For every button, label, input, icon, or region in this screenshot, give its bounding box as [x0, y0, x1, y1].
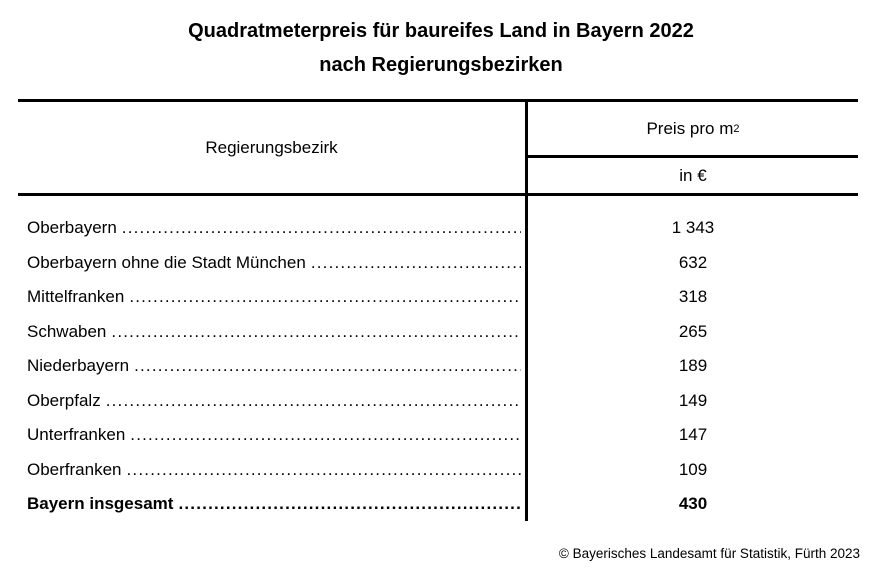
- row-label: Oberbayern: [27, 218, 117, 238]
- dot-leader: [127, 460, 522, 480]
- page-title: Quadratmeterpreis für baureifes Land in …: [0, 14, 882, 82]
- table-row: Oberbayern 1 343: [18, 211, 858, 246]
- row-label: Oberpfalz: [27, 390, 101, 410]
- column-subheader-unit: in €: [679, 165, 707, 185]
- table-row: Niederbayern 189: [18, 349, 858, 384]
- row-label: Oberfranken: [27, 459, 122, 479]
- row-label: Oberbayern ohne die Stadt München: [27, 252, 306, 272]
- row-value: 632: [678, 252, 708, 272]
- column-header-regierungsbezirk: Regierungsbezirk: [18, 102, 528, 193]
- table-row-total: Bayern insgesamt 430: [18, 487, 858, 522]
- column-divider-line: [525, 196, 528, 521]
- table-body: Oberbayern 1 343 Oberbayern ohne die Sta…: [18, 196, 858, 521]
- row-value: 430: [678, 494, 708, 514]
- dot-leader: [311, 253, 521, 273]
- dot-leader: [130, 425, 521, 445]
- row-label: Niederbayern: [27, 356, 130, 376]
- dot-leader: [129, 287, 521, 307]
- row-value: 189: [678, 356, 708, 376]
- copyright-notice: © Bayerisches Landesamt für Statistik, F…: [558, 546, 860, 561]
- row-value: 1 343: [671, 218, 715, 238]
- table-row: Oberbayern ohne die Stadt München 632: [18, 246, 858, 281]
- row-label: Unterfranken: [27, 425, 126, 445]
- row-label: Schwaben: [27, 321, 107, 341]
- row-value: 265: [678, 321, 708, 341]
- table-row: Oberfranken 109: [18, 453, 858, 488]
- dot-leader: [106, 391, 521, 411]
- dot-leader: [134, 356, 521, 376]
- table-row: Schwaben 265: [18, 315, 858, 350]
- dot-leader: [178, 494, 521, 514]
- page-title-line2: nach Regierungsbezirken: [319, 54, 563, 76]
- preis-header-text: Preis pro m: [646, 118, 734, 138]
- row-value: 109: [678, 459, 708, 479]
- row-label: Mittelfranken: [27, 287, 125, 307]
- dot-leader: [111, 322, 521, 342]
- row-label: Bayern insgesamt: [27, 494, 174, 514]
- dot-leader: [122, 218, 521, 238]
- table-row: Unterfranken 147: [18, 418, 858, 453]
- page-title-line1: Quadratmeterpreis für baureifes Land in …: [188, 20, 694, 42]
- table-row: Mittelfranken 318: [18, 280, 858, 315]
- table-row: Oberpfalz 149: [18, 384, 858, 419]
- row-value: 318: [678, 287, 708, 307]
- row-value: 147: [678, 425, 708, 445]
- row-value: 149: [678, 390, 708, 410]
